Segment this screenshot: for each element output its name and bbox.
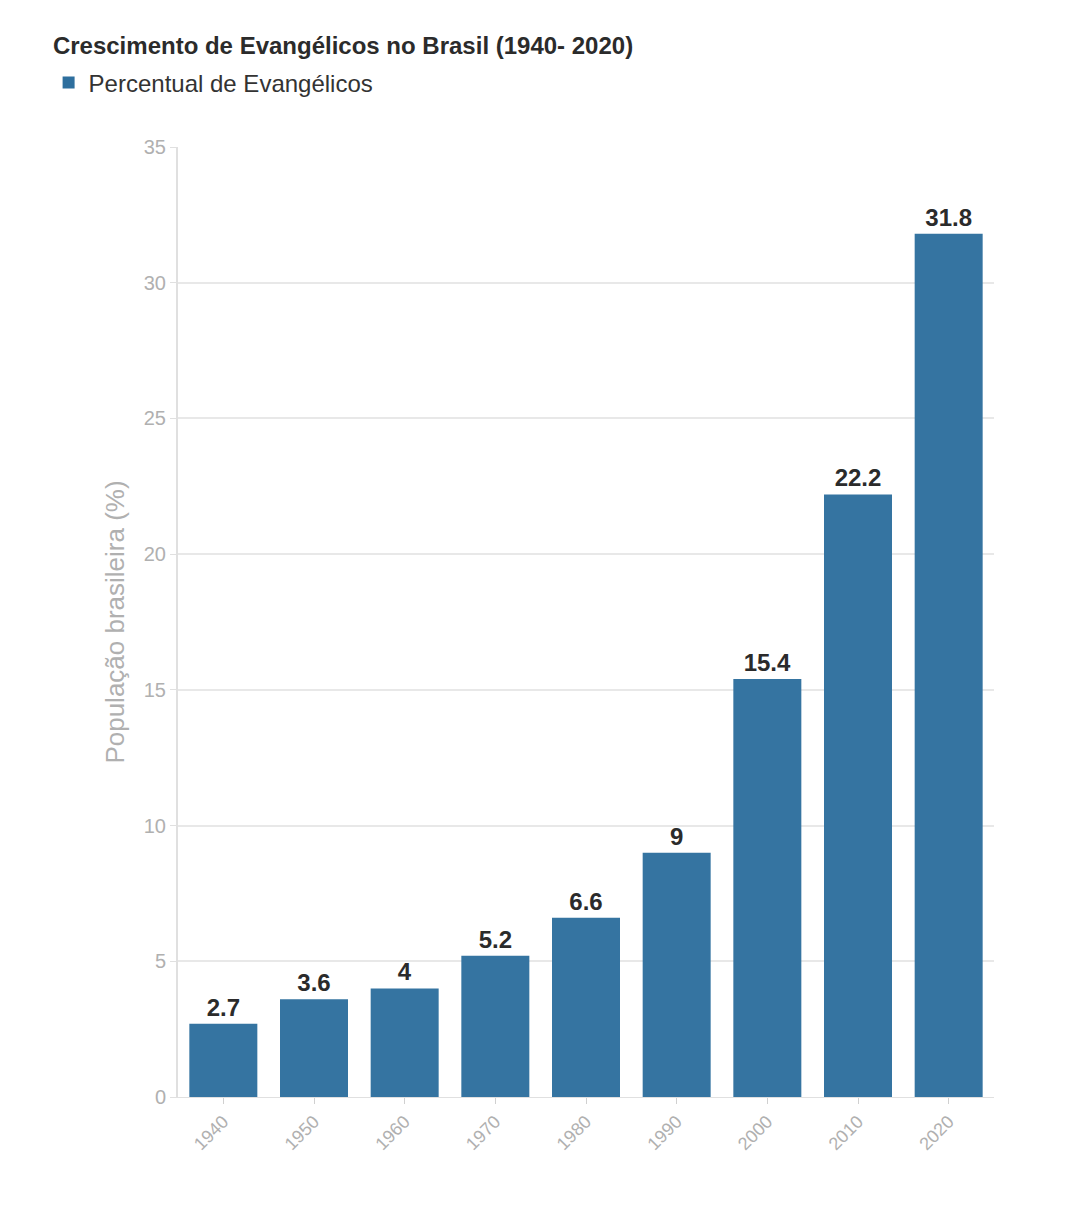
svg-text:31.8: 31.8 (925, 204, 972, 231)
svg-text:6.6: 6.6 (569, 888, 602, 915)
svg-text:2020: 2020 (915, 1112, 957, 1154)
svg-text:30: 30 (144, 272, 166, 294)
svg-text:1950: 1950 (281, 1112, 323, 1154)
svg-text:População brasileira (%): População brasileira (%) (100, 480, 130, 763)
svg-text:1940: 1940 (190, 1112, 232, 1154)
svg-text:25: 25 (144, 407, 166, 429)
svg-text:15.4: 15.4 (744, 649, 791, 676)
svg-text:0: 0 (155, 1086, 166, 1108)
svg-text:2.7: 2.7 (207, 994, 240, 1021)
svg-text:35: 35 (144, 136, 166, 158)
svg-text:1980: 1980 (553, 1112, 595, 1154)
svg-text:Percentual de Evangélicos: Percentual de Evangélicos (89, 70, 373, 97)
svg-text:10: 10 (144, 815, 166, 837)
svg-text:4: 4 (398, 958, 412, 985)
svg-text:3.6: 3.6 (297, 969, 330, 996)
svg-text:15: 15 (144, 679, 166, 701)
svg-text:1990: 1990 (643, 1112, 685, 1154)
svg-text:5.2: 5.2 (479, 926, 512, 953)
svg-text:2010: 2010 (825, 1112, 867, 1154)
svg-text:Crescimento de Evangélicos no: Crescimento de Evangélicos no Brasil (19… (53, 32, 633, 59)
svg-text:5: 5 (155, 950, 166, 972)
svg-text:1960: 1960 (371, 1112, 413, 1154)
svg-text:9: 9 (670, 823, 683, 850)
svg-text:2000: 2000 (734, 1112, 776, 1154)
svg-text:22.2: 22.2 (835, 464, 882, 491)
svg-text:20: 20 (144, 543, 166, 565)
svg-text:1970: 1970 (462, 1112, 504, 1154)
